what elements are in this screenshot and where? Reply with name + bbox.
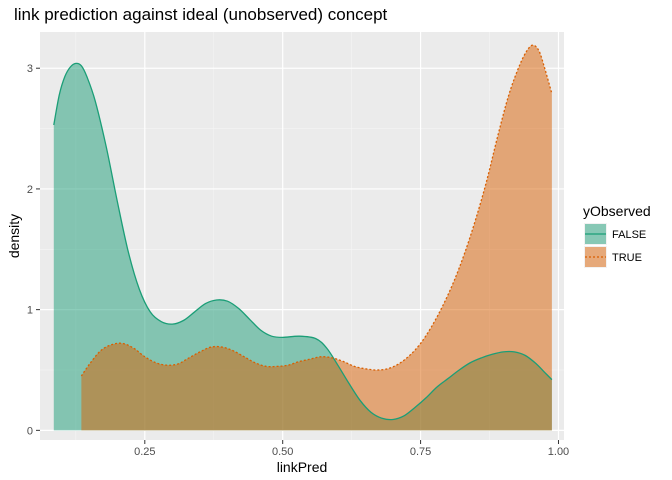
chart-title: link prediction against ideal (unobserve… <box>14 5 388 24</box>
legend-label-true: TRUE <box>612 252 642 264</box>
y-tick-label: 3 <box>27 63 33 75</box>
x-axis-title: linkPred <box>277 459 328 475</box>
legend-title: yObserved <box>583 203 651 219</box>
y-axis-ticks: 0 1 2 3 <box>27 63 40 437</box>
density-area-true <box>81 45 552 431</box>
density-line-false <box>53 62 553 421</box>
x-tick-label: 0.75 <box>410 446 431 458</box>
y-tick-label: 0 <box>27 425 33 437</box>
legend-key-fill-true <box>585 247 606 267</box>
x-tick-label: 0.50 <box>272 446 293 458</box>
density-areas <box>53 45 552 431</box>
legend-label-false: FALSE <box>612 229 646 241</box>
x-axis-ticks: 0.25 0.50 0.75 1.00 <box>134 440 569 458</box>
y-axis-title: density <box>6 214 22 258</box>
legend: yObserved FALSE TRUE <box>583 203 651 268</box>
x-tick-label: 0.25 <box>134 446 155 458</box>
y-tick-label: 1 <box>27 305 33 317</box>
x-tick-label: 1.00 <box>548 446 569 458</box>
y-tick-label: 2 <box>27 184 33 196</box>
density-lines <box>53 44 553 421</box>
density-line-true <box>80 44 553 377</box>
density-area-false <box>53 63 552 431</box>
